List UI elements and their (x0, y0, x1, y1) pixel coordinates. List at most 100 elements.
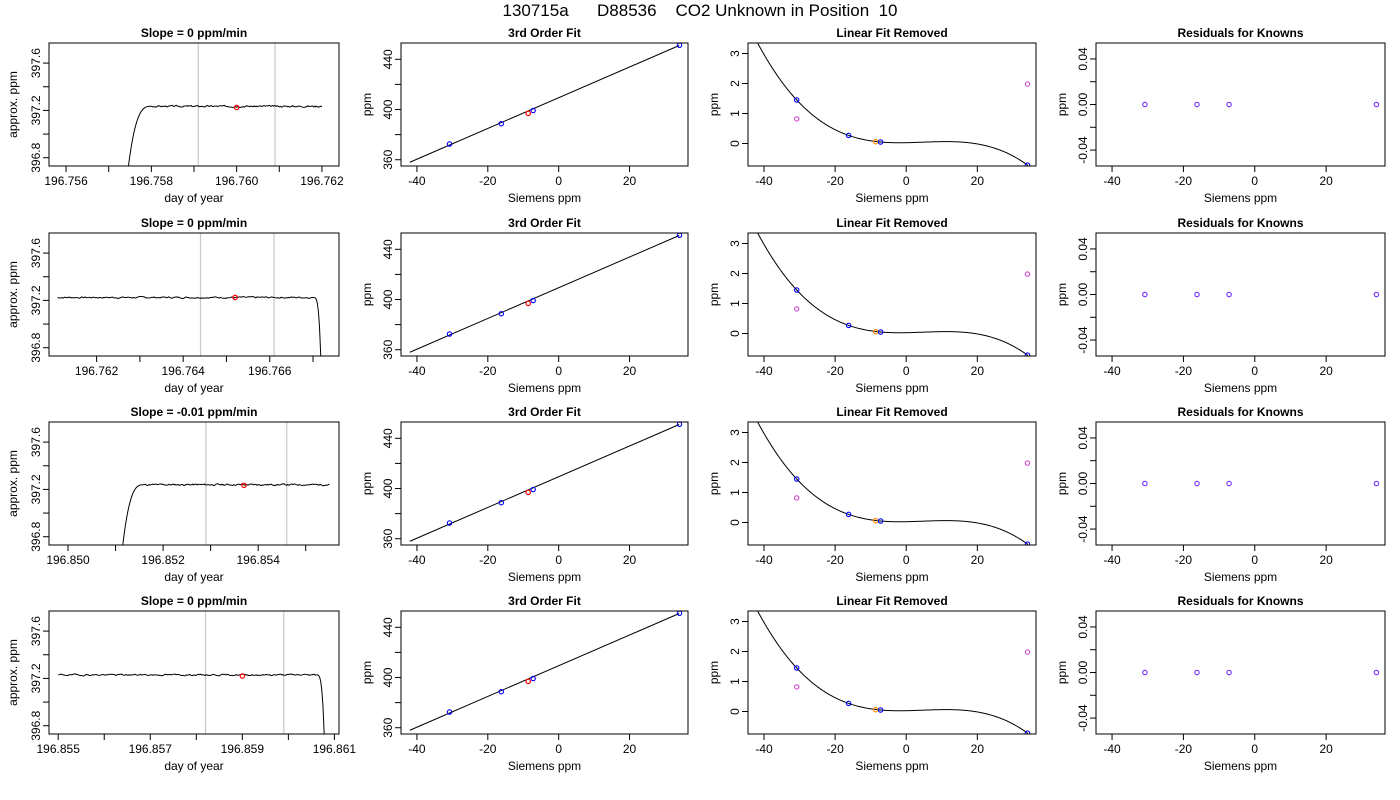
x-axis-label: day of year (164, 381, 223, 395)
panel-title: Residuals for Knowns (1177, 26, 1303, 40)
plot-frame (1095, 421, 1386, 546)
x-tick-label: -20 (1175, 174, 1193, 188)
plot-area (58, 611, 325, 734)
y-tick-label: 3 (728, 618, 742, 625)
plot-frame (48, 421, 340, 546)
x-tick-label: 20 (623, 174, 637, 188)
x-tick-label: 20 (1319, 742, 1333, 756)
panel-title: Slope = -0.01 ppm/min (130, 405, 257, 419)
y-tick-label: 0.04 (1076, 47, 1090, 71)
x-axis-label: Siemens ppm (508, 570, 581, 584)
concentration-trace (58, 673, 325, 734)
y-tick-label: 396.8 (29, 710, 43, 740)
x-tick-label: 196.756 (44, 174, 88, 188)
y-tick-label: 0 (728, 140, 742, 147)
plot-area (409, 43, 683, 163)
y-tick-label: -0.04 (1076, 136, 1090, 164)
x-tick-label: -20 (1175, 364, 1193, 378)
unknown-sample-point (872, 517, 879, 524)
x-tick-label: 0 (903, 553, 910, 567)
plot-area (757, 611, 1031, 734)
linear-residual-point (794, 116, 800, 122)
standard-point (676, 422, 683, 428)
standard-point (845, 132, 852, 139)
standard-point (1194, 669, 1200, 676)
x-tick-label: 0 (555, 174, 562, 188)
y-axis-label: ppm (360, 661, 374, 684)
x-tick-label: 20 (1319, 174, 1333, 188)
x-tick-label: -20 (826, 742, 844, 756)
y-tick-label: 400 (381, 478, 395, 498)
standard-point (793, 476, 800, 482)
standard-point (530, 107, 536, 114)
x-tick-label: 20 (971, 553, 985, 567)
plot-frame (48, 42, 340, 167)
cubic-fit-curve (757, 422, 1029, 545)
standard-point (1226, 291, 1232, 298)
y-axis-label: ppm (360, 93, 374, 116)
plot-area (1142, 669, 1380, 676)
x-tick-label: -20 (1175, 742, 1193, 756)
y-tick-label: 440 (381, 239, 395, 259)
standard-point (446, 520, 453, 526)
y-tick-label: 396.8 (29, 142, 43, 172)
panel-4-1: Slope = 0 ppm/min 196.855 196.857 196.859 19… (6, 594, 356, 773)
plot-frame (747, 421, 1037, 546)
x-tick-label: -20 (479, 553, 497, 567)
y-tick-label: 1 (728, 300, 742, 307)
x-tick-label: 20 (623, 364, 637, 378)
plot-frame (747, 610, 1037, 735)
fit-line (409, 424, 680, 542)
x-tick-label: 196.854 (236, 553, 280, 567)
standard-point (793, 665, 800, 671)
x-tick-label: -20 (826, 553, 844, 567)
y-tick-label: 2 (728, 648, 742, 655)
x-tick-label: 0 (555, 553, 562, 567)
x-tick-label: -40 (1103, 364, 1121, 378)
y-tick-label: 397.6 (29, 616, 43, 646)
x-tick-label: -40 (755, 553, 773, 567)
plot-frame (1095, 610, 1386, 735)
standard-point (793, 287, 800, 293)
standard-point (530, 297, 536, 304)
panel-4-4: Residuals for Knowns -40 -20 0 20 -0.04 0.00 0.… (1055, 594, 1386, 773)
unknown-sample-point (525, 678, 532, 685)
y-tick-label: 0 (728, 519, 742, 526)
y-tick-label: 397.2 (29, 285, 43, 315)
panel-title: 3rd Order Fit (508, 26, 581, 40)
y-tick-label: 3 (728, 429, 742, 436)
x-tick-label: -20 (479, 364, 497, 378)
standard-point (1373, 480, 1380, 487)
plot-frame (747, 42, 1037, 167)
standard-point (1142, 101, 1148, 108)
x-tick-label: 196.762 (75, 364, 119, 378)
panel-2-2: 3rd Order Fit -40 -20 0 20 360 400 440 Siemens p… (360, 216, 689, 395)
panel-3-2: 3rd Order Fit -40 -20 0 20 360 400 440 Siemens p… (360, 405, 689, 584)
standard-point (446, 141, 453, 147)
x-tick-label: 20 (623, 553, 637, 567)
y-axis-label: ppm (360, 472, 374, 495)
panel-1-2: 3rd Order Fit -40 -20 0 20 360 400 440 Siemens p… (360, 26, 689, 205)
standard-point (676, 43, 683, 49)
x-tick-label: -20 (826, 364, 844, 378)
panel-title: 3rd Order Fit (508, 216, 581, 230)
x-axis-label: Siemens ppm (508, 759, 581, 773)
y-tick-label: 397.6 (29, 48, 43, 78)
unknown-sample-point (239, 673, 246, 679)
cubic-fit-curve (757, 43, 1029, 166)
y-tick-label: 0.04 (1076, 237, 1090, 261)
plot-area (127, 43, 323, 166)
standard-point (498, 310, 505, 317)
x-tick-label: -40 (1103, 174, 1121, 188)
panel-2-3: Linear Fit Removed -40 -20 0 20 0 1 2 3 Siemens p… (707, 216, 1037, 395)
standard-point (446, 331, 453, 337)
standard-point (1194, 480, 1200, 487)
standard-point (845, 511, 852, 518)
y-tick-label: 400 (381, 289, 395, 309)
plot-frame (48, 610, 340, 735)
panel-title: 3rd Order Fit (508, 594, 581, 608)
unknown-sample-point (872, 138, 879, 145)
y-tick-label: 360 (381, 339, 395, 359)
y-tick-label: 0.00 (1076, 282, 1090, 306)
panel-title: Linear Fit Removed (836, 26, 947, 40)
